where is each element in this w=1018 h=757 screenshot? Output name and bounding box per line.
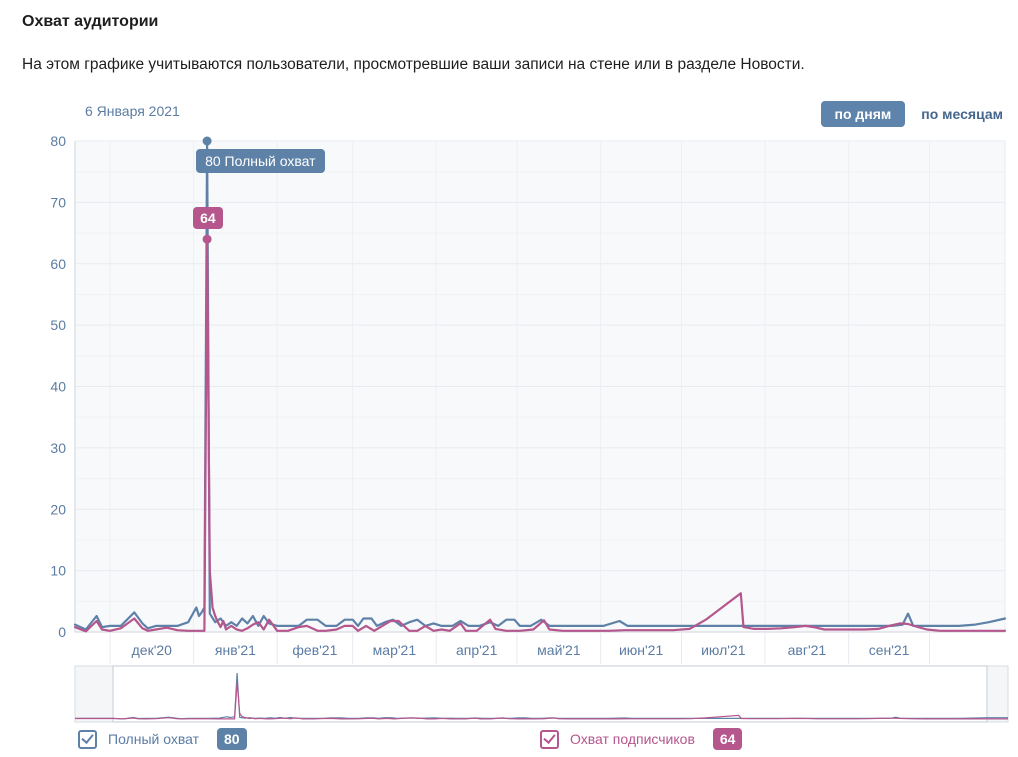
x-axis-label: июн'21 <box>619 642 664 658</box>
subscribers-checkbox[interactable] <box>540 729 559 749</box>
mini-series-line-subscribers <box>75 682 1008 720</box>
subscribers-value-badge: 64 <box>712 728 743 750</box>
y-axis-tick-label: 60 <box>50 256 66 272</box>
x-axis-label: дек'20 <box>132 642 173 658</box>
x-axis-label: сен'21 <box>869 642 910 658</box>
x-axis-label: май'21 <box>537 642 581 658</box>
x-axis-label: апр'21 <box>456 642 498 658</box>
tooltip-value: 80 <box>205 153 221 169</box>
subscribers-label: Охват подписчиков <box>570 731 695 747</box>
view-by-days-button[interactable]: по дням <box>820 101 906 127</box>
y-axis-tick-label: 10 <box>50 563 66 579</box>
y-axis-tick-label: 70 <box>50 194 66 210</box>
x-axis-label: авг'21 <box>788 642 827 658</box>
y-axis-tick-label: 80 <box>50 133 66 149</box>
mini-chart-selection[interactable] <box>112 665 988 723</box>
y-axis-tick-label: 40 <box>50 379 66 395</box>
view-by-months-button[interactable]: по месяцам <box>919 101 1005 127</box>
full-reach-value-badge: 80 <box>217 728 247 750</box>
tooltip-series-name: Полный охват <box>224 153 316 169</box>
x-axis-label: мар'21 <box>373 642 417 658</box>
subscriber-point-badge: 64 <box>193 207 223 229</box>
highlight-point-subscribers <box>202 234 212 244</box>
x-axis-label: фев'21 <box>292 642 337 658</box>
x-axis-label: янв'21 <box>215 642 256 658</box>
x-axis-label: июл'21 <box>701 642 746 658</box>
full-reach-checkbox[interactable] <box>78 729 97 749</box>
y-axis-tick-label: 0 <box>58 624 66 640</box>
hover-date-label: 6 Января 2021 <box>85 103 180 119</box>
legend-item-subscribers: Охват подписчиков 64 <box>540 728 743 750</box>
page-description: На этом графике учитываются пользователи… <box>22 56 805 73</box>
y-axis-tick-label: 20 <box>50 501 66 517</box>
page-title: Охват аудитории <box>22 13 159 30</box>
y-axis-tick-label: 50 <box>50 317 66 333</box>
series-line-subscribers <box>73 238 1007 633</box>
highlight-point-full-reach <box>202 136 212 146</box>
full-reach-label: Полный охват <box>108 731 200 747</box>
chart-tooltip: 80 Полный охват <box>196 149 325 173</box>
legend-item-full-reach: Полный охват 80 <box>78 728 247 750</box>
period-toggle-group: по дням по месяцам <box>820 101 1006 127</box>
y-axis-tick-label: 30 <box>50 440 66 456</box>
